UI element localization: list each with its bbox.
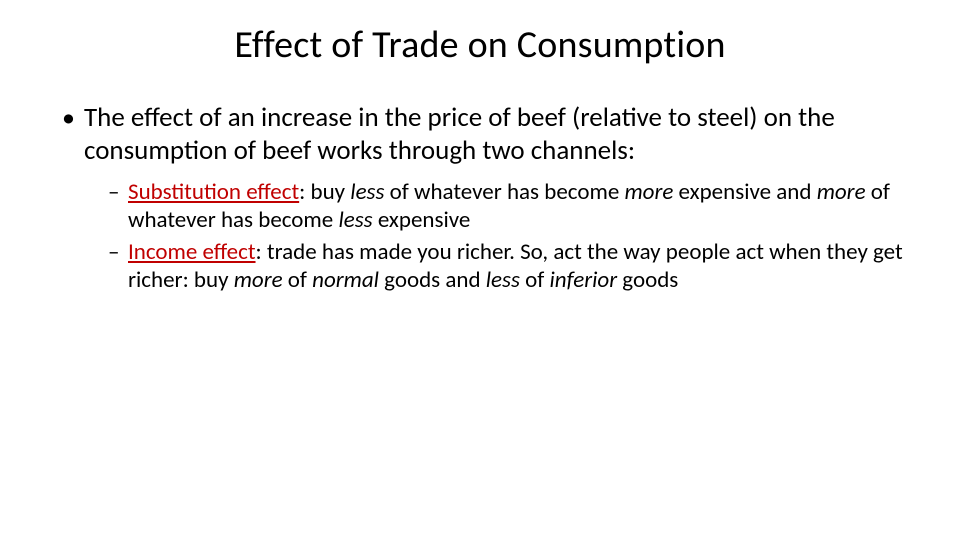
text-span: expensive and [673, 178, 816, 206]
substitution-effect-label: Substitution effect [128, 178, 299, 206]
text-span: of [283, 266, 313, 294]
emphasis-less: less [338, 206, 372, 234]
text-span: of [520, 266, 550, 294]
text-span: of whatever has become [384, 178, 624, 206]
text-span: goods [617, 266, 678, 294]
list-item: The effect of an increase in the price o… [58, 102, 912, 294]
text-span: goods and [379, 266, 486, 294]
list-item: Income effect: trade has made you richer… [108, 238, 912, 294]
emphasis-less: less [350, 178, 384, 206]
emphasis-less: less [486, 266, 520, 294]
emphasis-more: more [234, 266, 283, 294]
emphasis-inferior: inferior [549, 266, 617, 294]
bullet-main-text: The effect of an increase in the price o… [84, 101, 835, 167]
bullet-list-level1: The effect of an increase in the price o… [48, 102, 912, 294]
slide: Effect of Trade on Consumption The effec… [0, 0, 960, 540]
emphasis-more: more [624, 178, 673, 206]
bullet-list-level2: Substitution effect: buy less of whateve… [84, 178, 912, 294]
income-effect-label: Income effect [128, 238, 256, 266]
text-span: expensive [373, 206, 471, 234]
emphasis-more: more [817, 178, 866, 206]
list-item: Substitution effect: buy less of whateve… [108, 178, 912, 234]
text-span: : buy [299, 178, 350, 206]
slide-title: Effect of Trade on Consumption [48, 22, 912, 68]
emphasis-normal: normal [312, 266, 379, 294]
